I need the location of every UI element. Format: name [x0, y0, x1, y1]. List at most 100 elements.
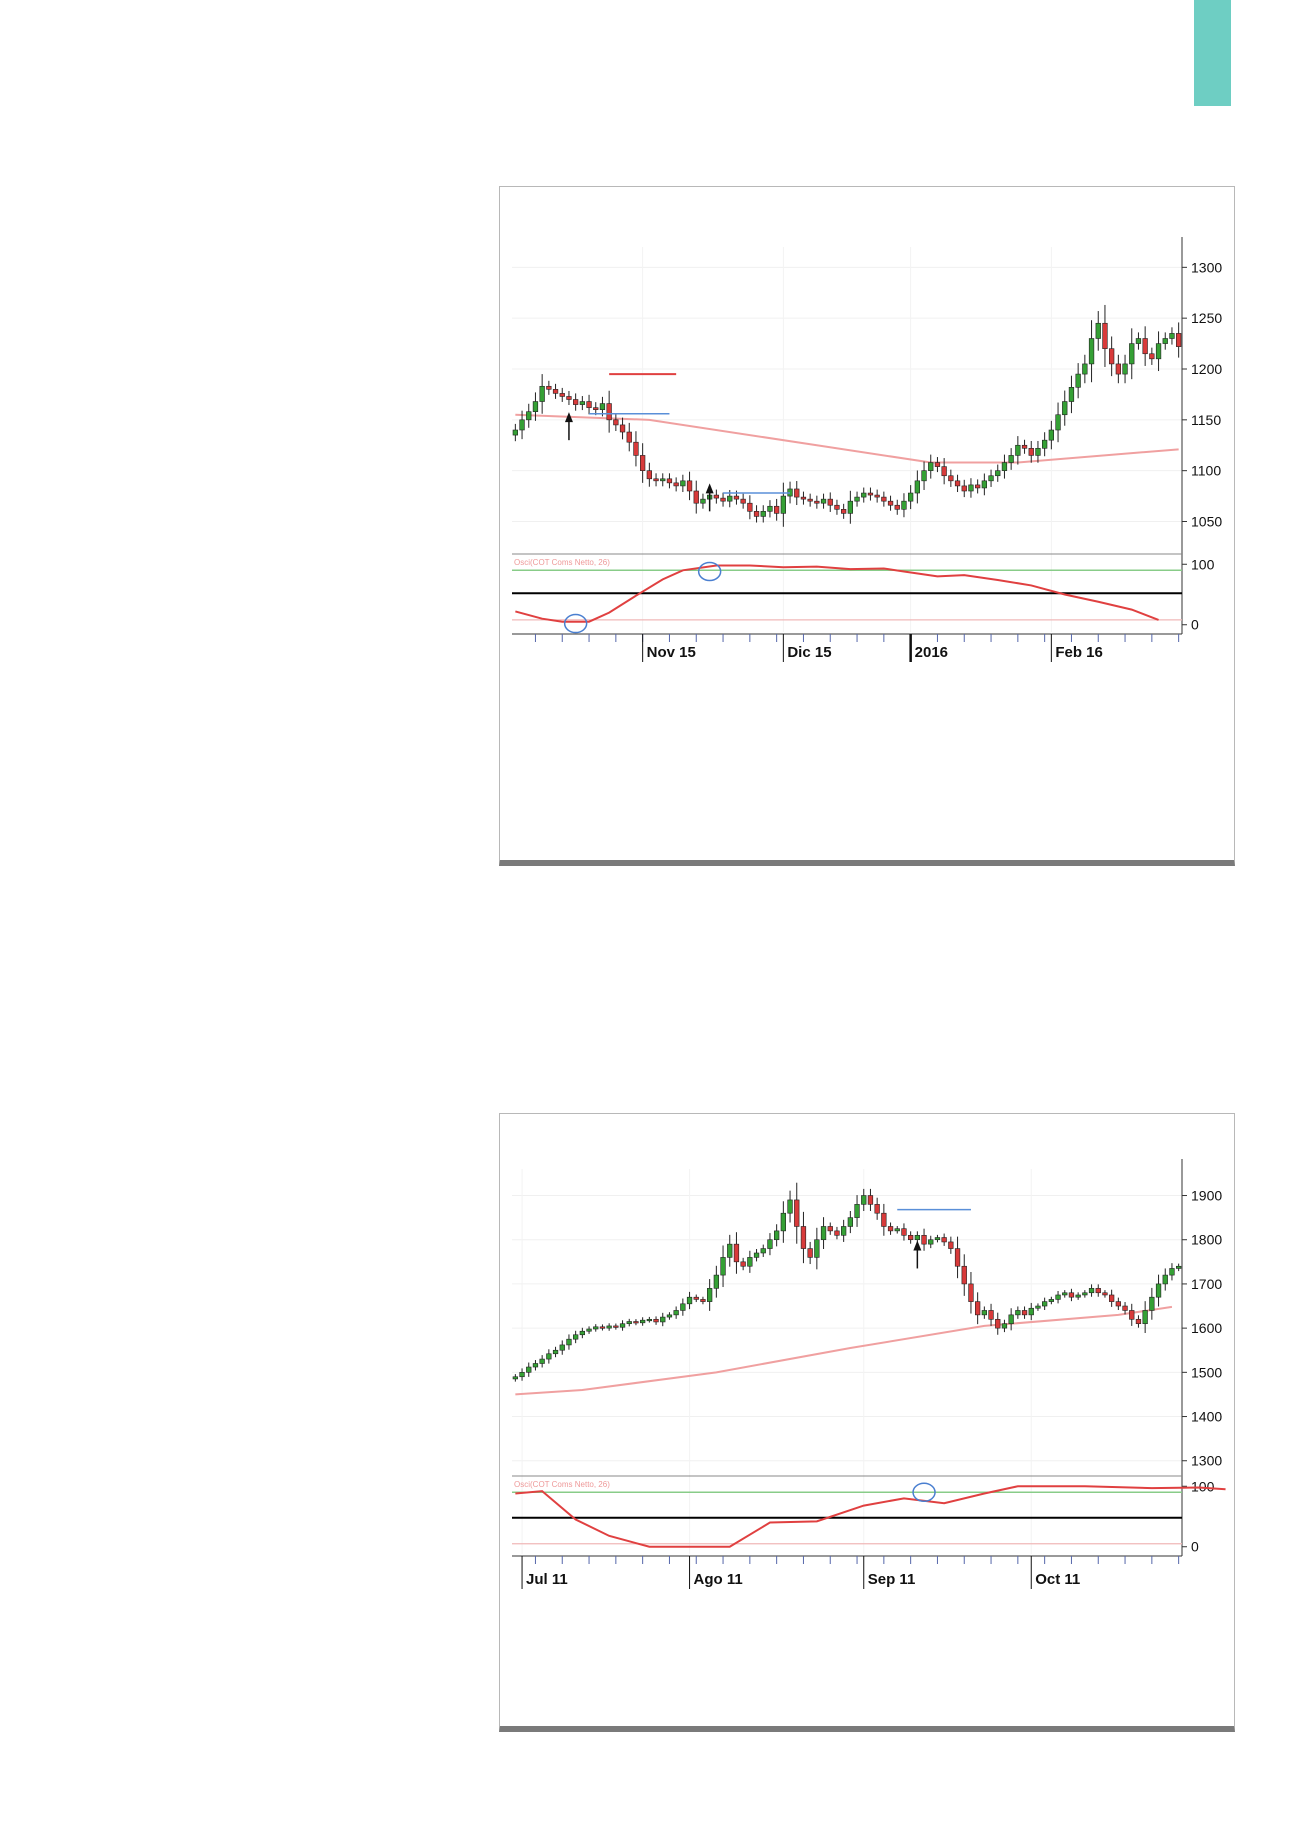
candle-up — [1075, 373, 1081, 388]
candle-up — [566, 1338, 572, 1346]
candle-up — [686, 1296, 693, 1305]
candle-down — [666, 478, 673, 484]
candle-down — [827, 498, 833, 506]
candle-up — [854, 496, 860, 502]
candle-up — [988, 475, 994, 482]
candle-up — [640, 1319, 646, 1324]
candle-up — [526, 411, 532, 421]
candle-down — [774, 505, 780, 514]
oscillator-line — [515, 564, 1159, 623]
price-tick-label: 1300 — [1191, 1453, 1222, 1469]
signal-circle — [912, 1482, 936, 1503]
candle-up — [593, 1326, 599, 1330]
price-tick-label: 1100 — [1191, 463, 1221, 479]
candle-up — [1068, 387, 1075, 402]
candle-up — [680, 480, 686, 487]
chart-svg-top: 1300 1250 1200 1150 1100 1050 Osci(COT Coms Ne… — [512, 237, 1222, 662]
candle-down — [686, 480, 693, 492]
candle-down — [834, 1230, 840, 1236]
candle-down — [1109, 1294, 1115, 1302]
candle-up — [1015, 444, 1021, 456]
candle-down — [673, 482, 679, 487]
candle-up — [532, 1363, 539, 1368]
candle-up — [546, 1353, 552, 1360]
candle-up — [753, 1252, 760, 1258]
candle-down — [1135, 1318, 1142, 1325]
candle-up — [767, 505, 773, 512]
date-tick-label: Jul 11 — [526, 1571, 568, 1588]
candle-down — [693, 490, 699, 504]
candle-up — [519, 1372, 525, 1378]
candle-up — [660, 1316, 666, 1323]
candle-down — [613, 419, 619, 426]
candle-up — [1035, 447, 1041, 456]
candle-down — [1129, 1310, 1135, 1320]
candle-up — [1122, 363, 1128, 375]
candle-down — [988, 1310, 994, 1320]
oscillator-label: Osci(COT Coms Netto, 26) — [514, 1480, 610, 1489]
price-tick-label: 1400 — [1191, 1409, 1222, 1425]
candle-up — [646, 1318, 652, 1322]
candle-down — [794, 1199, 800, 1227]
candle-up — [894, 1228, 900, 1232]
candle-up — [586, 1328, 592, 1332]
signal-arrow-head — [705, 483, 714, 494]
candle-up — [1129, 343, 1135, 365]
candle-down — [941, 1237, 947, 1243]
candle-up — [1062, 1292, 1068, 1296]
candle-up — [1001, 462, 1008, 471]
candle-up — [854, 1204, 860, 1218]
moving-average-line — [515, 413, 1179, 464]
candle-down — [874, 1204, 880, 1214]
candle-up — [1169, 333, 1175, 339]
date-tick-label: Sep 11 — [868, 1571, 916, 1588]
candle-up — [573, 1334, 579, 1340]
signal-circle — [563, 613, 588, 634]
candle-down — [941, 466, 947, 477]
candle-up — [760, 1248, 766, 1254]
candle-up — [934, 1237, 941, 1241]
oscillator-label: Osci(COT Coms Netto, 26) — [514, 558, 610, 567]
candle-down — [887, 1226, 894, 1232]
candle-down — [633, 441, 639, 456]
candle-down — [1068, 1292, 1075, 1298]
section-tab-marker — [1194, 0, 1231, 106]
candle-down — [934, 462, 941, 467]
candle-down — [867, 492, 874, 496]
candle-up — [780, 1212, 786, 1232]
candle-up — [1095, 322, 1101, 339]
candle-down — [1021, 444, 1028, 449]
candle-up — [552, 1349, 559, 1355]
candle-up — [1048, 429, 1054, 441]
candle-down — [633, 1321, 639, 1324]
candle-down — [874, 494, 880, 498]
candle-up — [861, 1195, 867, 1205]
chart-svg-bottom: 1900 1800 1700 1600 1500 1400 1300 Osci(COT Com… — [512, 1159, 1226, 1589]
candle-up — [1176, 1265, 1182, 1269]
candle-up — [700, 498, 706, 504]
candle-up — [1008, 455, 1014, 463]
candle-up — [1015, 1310, 1021, 1316]
chart-panel-bottom: 1900 1800 1700 1600 1500 1400 1300 Osci(COT Com… — [499, 1113, 1235, 1732]
candle-up — [968, 484, 974, 492]
candle-up — [666, 1314, 673, 1318]
candle-down — [901, 1228, 907, 1236]
candle-up — [901, 500, 907, 510]
candle-down — [908, 1235, 914, 1241]
candle-up — [512, 429, 518, 436]
moving-average-line — [515, 1305, 1173, 1396]
price-tick-label: 1800 — [1191, 1232, 1222, 1248]
candle-up — [921, 470, 927, 482]
candle-up — [1149, 1296, 1155, 1311]
candle-down — [807, 498, 813, 502]
candle-down — [1102, 1292, 1108, 1296]
candle-down — [586, 401, 592, 408]
candle-up — [914, 480, 920, 494]
candle-up — [1088, 1288, 1095, 1294]
candle-up — [727, 1243, 733, 1258]
price-tick-label: 1900 — [1191, 1188, 1222, 1204]
candle-down — [559, 393, 565, 397]
candle-down — [566, 396, 572, 400]
candle-down — [619, 424, 626, 433]
candle-up — [981, 1310, 987, 1316]
